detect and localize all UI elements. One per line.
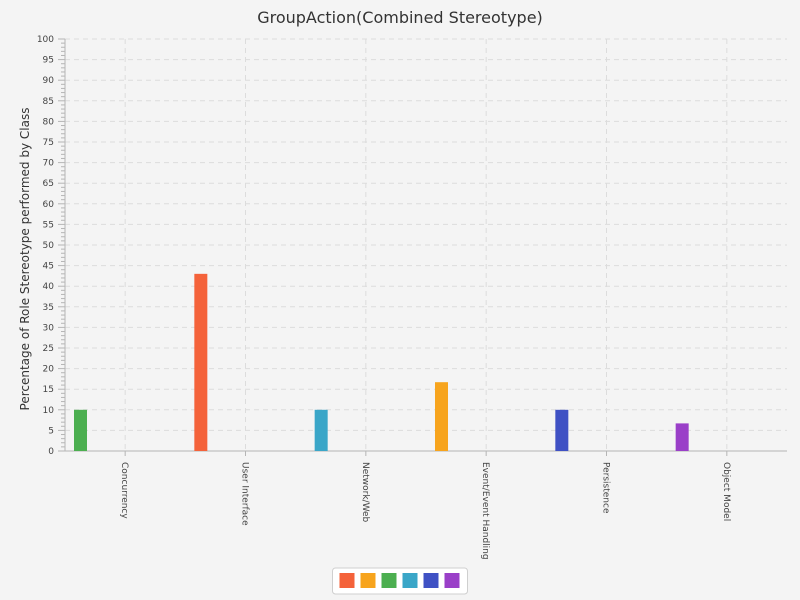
bars <box>74 273 689 451</box>
y-tick-label: 0 <box>48 447 54 457</box>
bar-object-model <box>675 423 689 451</box>
y-tick-label: 75 <box>43 138 54 148</box>
bar-event-event-handling <box>435 382 448 451</box>
bar-persistence <box>555 409 569 451</box>
bar-network-web <box>314 409 328 451</box>
y-tick-label: 95 <box>43 56 54 66</box>
y-tick-label: 15 <box>43 385 54 395</box>
x-category-label: User Interface <box>240 462 250 526</box>
y-tick-label: 30 <box>43 323 55 333</box>
x-category-label: Object Model <box>721 462 731 521</box>
grid-lines <box>65 38 787 451</box>
x-category-label: Network/Web <box>360 462 370 523</box>
y-tick-label: 100 <box>37 35 54 45</box>
y-tick-label: 85 <box>43 97 54 107</box>
y-tick-label: 25 <box>43 344 54 354</box>
legend-swatch <box>423 573 439 588</box>
chart-title: GroupAction(Combined Stereotype) <box>257 8 543 27</box>
y-tick-label: 45 <box>43 262 54 272</box>
y-tick-label: 90 <box>43 76 55 86</box>
y-tick-label: 60 <box>43 200 55 210</box>
x-category-label: Concurrency <box>119 462 129 519</box>
category-labels: Concurrency User Interface Network/Web Even… <box>119 462 731 560</box>
y-tick-label: 5 <box>48 426 54 436</box>
y-tick-label: 10 <box>43 406 55 416</box>
bar-user-interface <box>194 273 208 451</box>
bar-concurrency <box>74 409 87 451</box>
y-tick-label: 20 <box>43 365 55 375</box>
y-tick-label: 65 <box>43 179 54 189</box>
x-category-label: Persistence <box>601 462 611 514</box>
legend <box>332 567 468 595</box>
legend-swatch <box>444 573 460 588</box>
legend-swatch <box>381 573 397 588</box>
y-tick-label: 35 <box>43 303 54 313</box>
y-tick-label: 80 <box>43 117 55 127</box>
axes: 0 5 10 15 20 25 30 35 40 45 50 55 60 65 70 75 80 85 90 95 10… <box>37 35 787 457</box>
legend-swatch <box>360 573 376 588</box>
y-tick-label: 70 <box>43 159 55 169</box>
x-category-label: Event/Event Handling <box>480 462 490 560</box>
y-tick-label: 55 <box>43 220 54 230</box>
legend-swatch <box>339 573 355 588</box>
y-tick-label: 40 <box>43 282 55 292</box>
y-tick-label: 50 <box>43 241 55 251</box>
legend-swatch <box>402 573 418 588</box>
y-axis-label: Percentage of Role Stereotype performed … <box>18 108 32 411</box>
